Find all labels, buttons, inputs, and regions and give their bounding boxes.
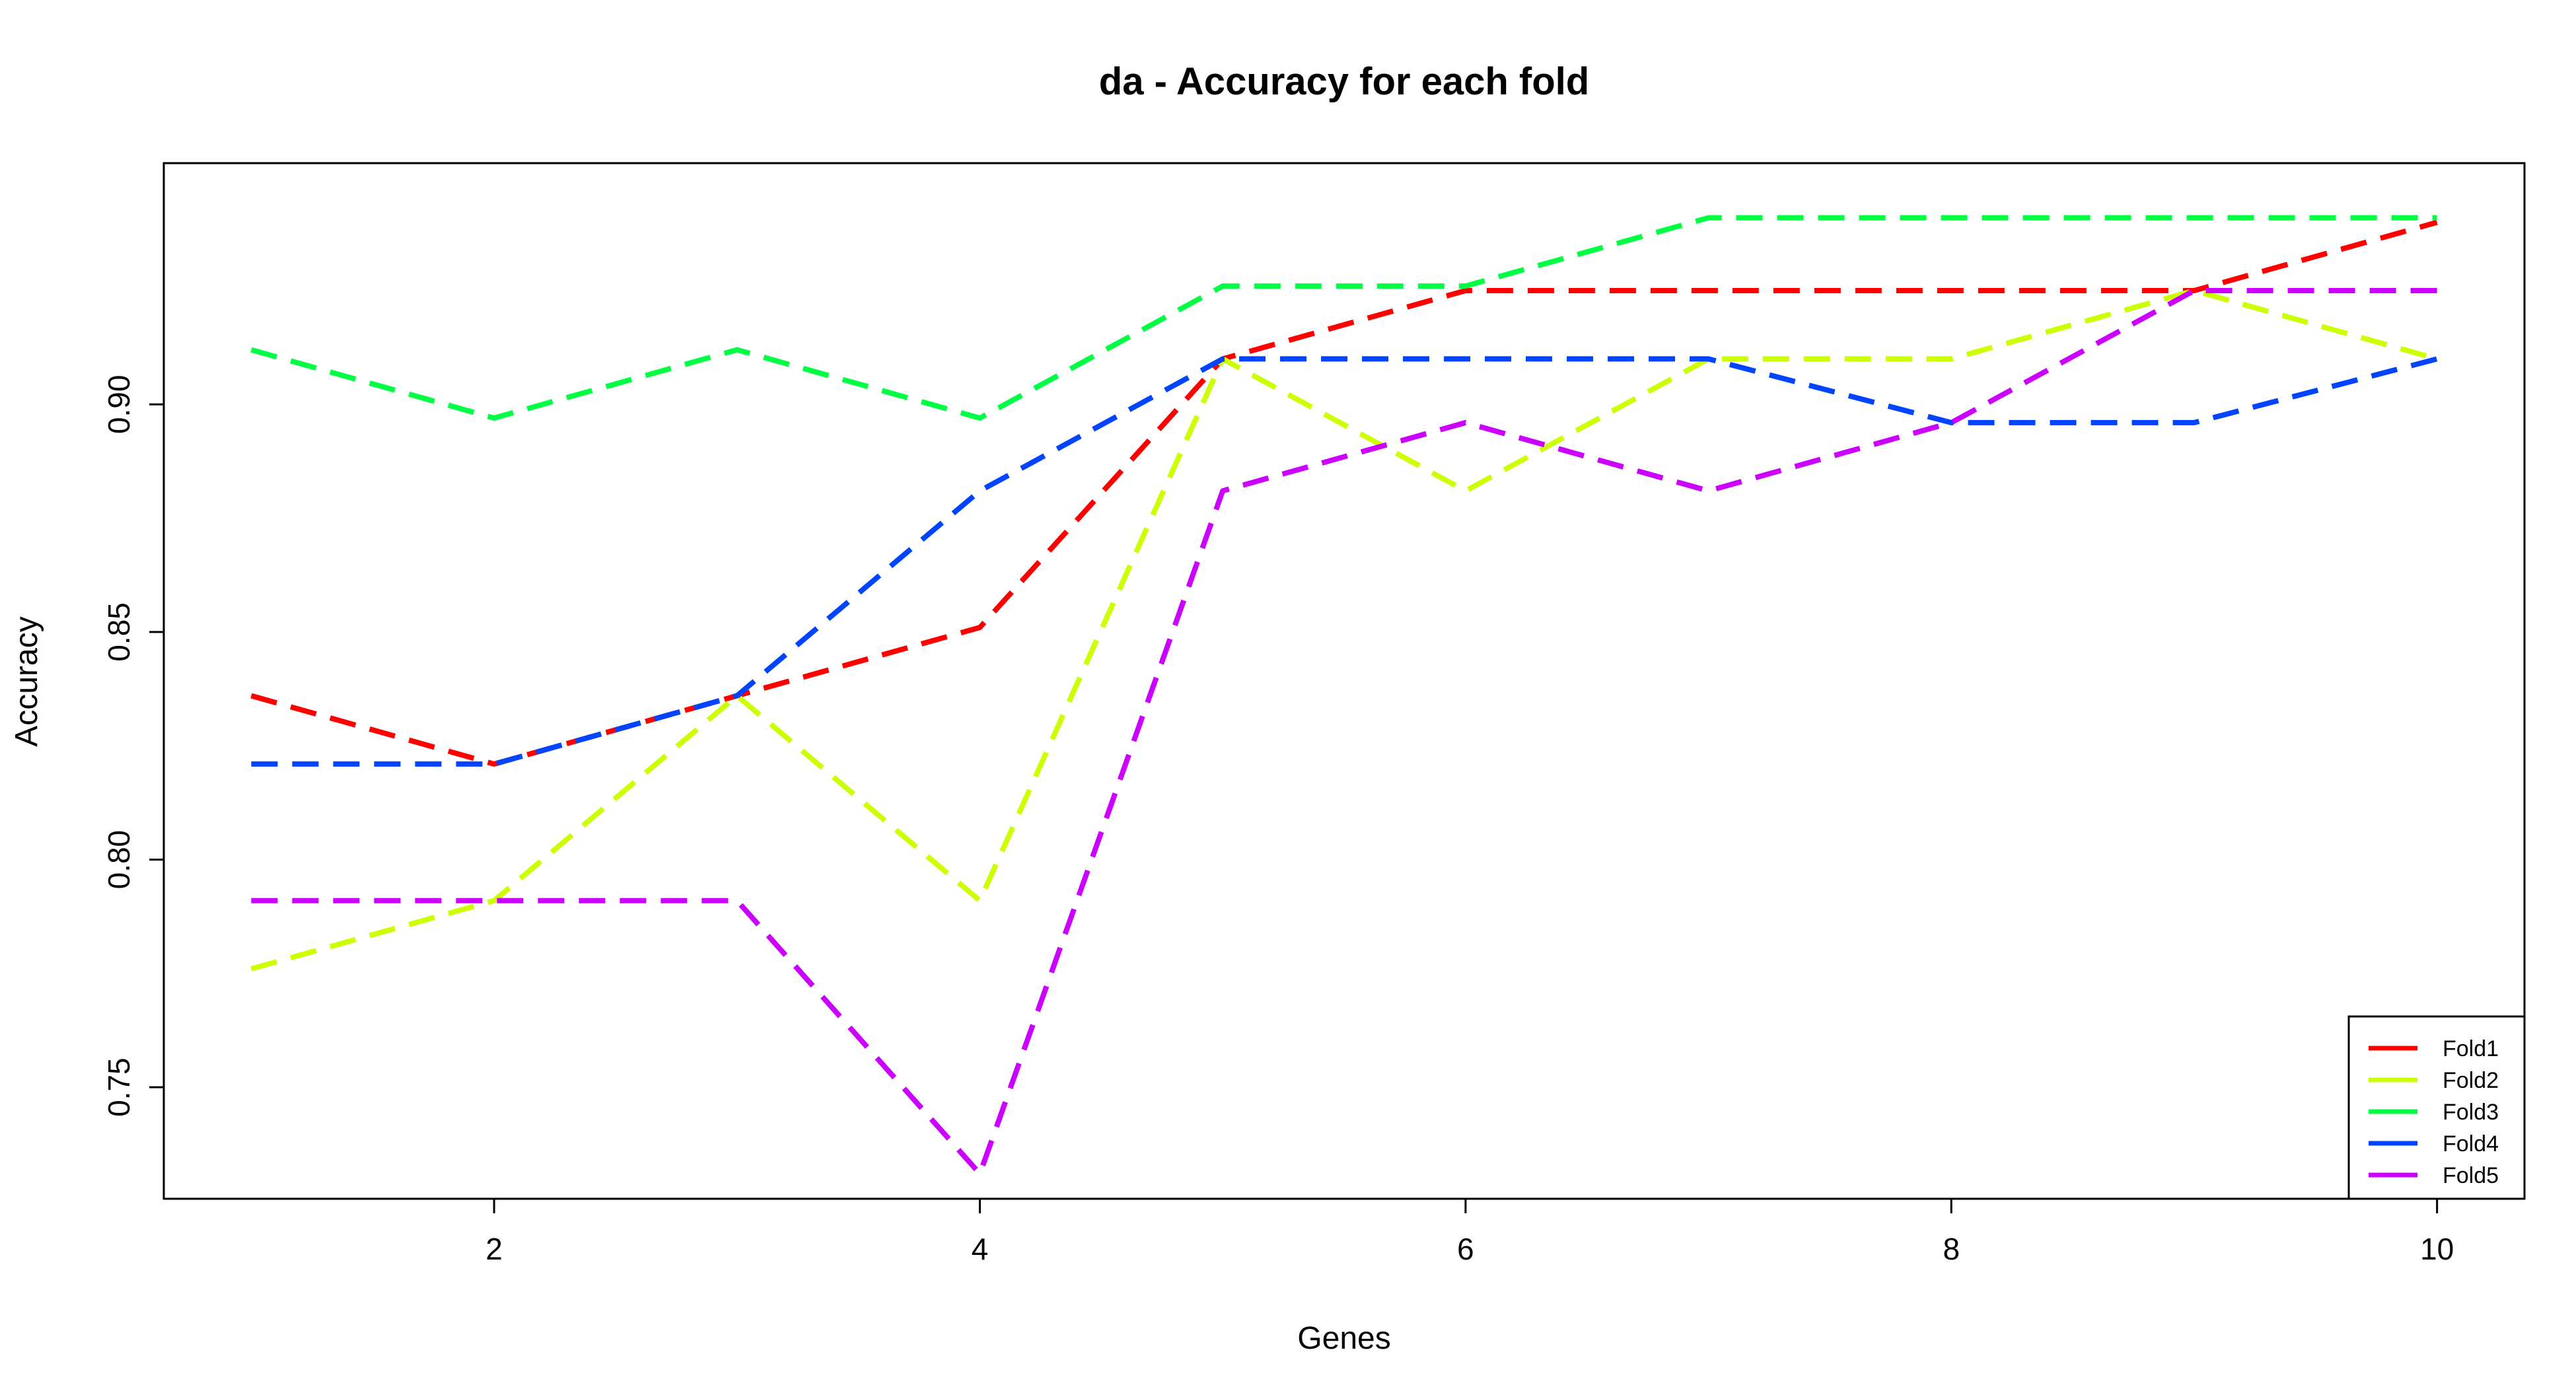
- series-line-fold3: [250, 215, 2437, 421]
- series-line-fold4: [251, 356, 2438, 767]
- y-tick-label: 0.85: [102, 602, 136, 662]
- series-line-fold2: [250, 288, 2438, 972]
- legend: Fold1 Fold2 Fold3 Fold4 Fold5: [2347, 1015, 2526, 1200]
- y-tick-label: 0.75: [102, 1057, 136, 1117]
- y-axis-title: Accuracy: [9, 616, 44, 746]
- x-tick-label: 4: [972, 1232, 989, 1266]
- x-tick-label: 8: [1943, 1232, 1960, 1266]
- x-tick-label: 6: [1457, 1232, 1474, 1266]
- series-layer: [250, 215, 2438, 1177]
- chart-title: da - Accuracy for each fold: [1099, 60, 1589, 103]
- x-tick-label: 2: [485, 1232, 503, 1266]
- legend-label: Fold3: [2443, 1100, 2499, 1125]
- series-line-fold5: [251, 288, 2437, 1177]
- y-tick-label: 0.90: [102, 375, 136, 435]
- legend-label: Fold4: [2443, 1131, 2499, 1156]
- y-axis: 0.75 0.80 0.85 0.90: [102, 375, 164, 1117]
- y-tick-label: 0.80: [102, 830, 136, 890]
- x-axis-title: Genes: [1297, 1321, 1390, 1356]
- x-tick-label: 10: [2420, 1232, 2454, 1266]
- legend-label: Fold1: [2443, 1036, 2499, 1061]
- x-axis: 2 4 6 8 10: [485, 1199, 2454, 1266]
- series-line-fold1: [250, 219, 2438, 767]
- legend-label: Fold5: [2443, 1163, 2499, 1188]
- legend-box: [2347, 1015, 2526, 1200]
- legend-label: Fold2: [2443, 1068, 2499, 1093]
- plot-frame: [162, 162, 2526, 1200]
